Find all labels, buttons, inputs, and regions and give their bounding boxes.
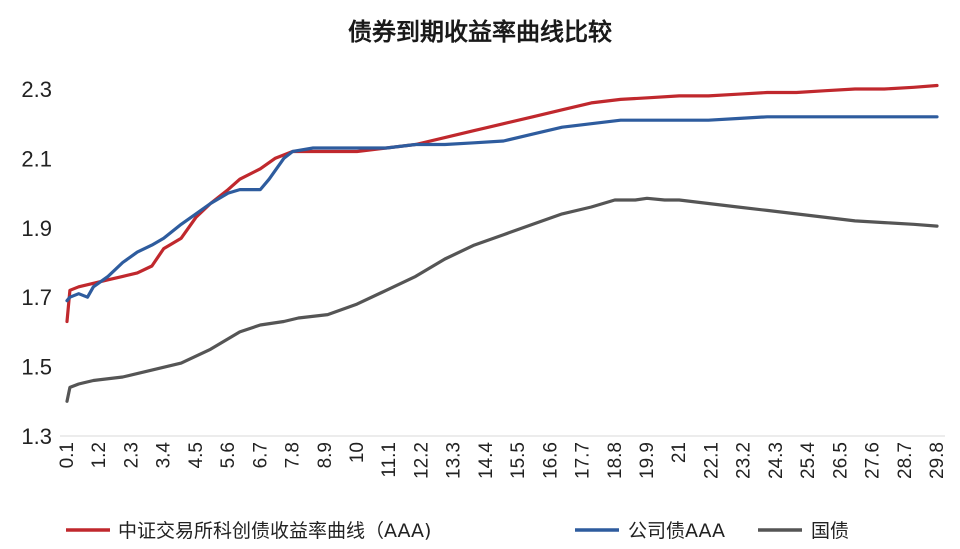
x-tick-label: 19.9 — [637, 442, 658, 479]
y-tick-label: 2.3 — [21, 77, 52, 102]
legend-label-2: 国债 — [811, 520, 849, 542]
y-axis: 1.3 1.5 1.7 1.9 2.1 2.3 — [21, 77, 52, 449]
x-tick-label: 16.6 — [540, 442, 561, 479]
x-tick-label: 13.3 — [444, 442, 465, 479]
x-tick-label: 3.4 — [154, 442, 175, 469]
x-tick-label: 18.8 — [605, 442, 626, 479]
series-line-0 — [65, 83, 939, 324]
series-line-2 — [65, 196, 939, 403]
y-tick-label: 1.9 — [21, 216, 52, 241]
series-layer — [65, 83, 939, 403]
x-tick-label: 11.1 — [379, 442, 400, 478]
x-tick-label: 7.8 — [283, 442, 304, 468]
x-tick-label: 26.5 — [830, 442, 851, 479]
x-tick-label: 25.4 — [798, 442, 819, 479]
x-tick-label: 1.2 — [89, 442, 110, 468]
x-tick-label: 14.4 — [476, 442, 497, 479]
x-tick-label: 10 — [347, 442, 368, 463]
x-tick-label: 21 — [669, 442, 690, 463]
x-tick-label: 8.9 — [315, 442, 336, 468]
x-tick-label: 22.1 — [701, 442, 722, 479]
legend-label-0: 中证交易所科创债收益率曲线（AAA) — [118, 520, 431, 542]
x-tick-label: 5.6 — [218, 442, 239, 468]
x-tick-label: 4.5 — [186, 442, 207, 468]
x-tick-label: 6.7 — [250, 442, 271, 468]
x-tick-label: 27.6 — [863, 442, 884, 479]
x-tick-label: 17.7 — [573, 442, 594, 479]
chart-title: 债券到期收益率曲线比较 — [348, 18, 612, 46]
x-tick-label: 2.3 — [121, 442, 142, 468]
y-tick-label: 2.1 — [21, 146, 52, 171]
y-tick-label: 1.3 — [21, 424, 52, 449]
x-tick-label: 0.1 — [57, 442, 78, 468]
x-tick-label: 23.2 — [734, 442, 755, 479]
series-line-1 — [65, 115, 939, 303]
x-tick-label: 29.8 — [927, 442, 948, 479]
legend-label-1: 公司债AAA — [628, 520, 725, 542]
x-tick-label: 24.3 — [766, 442, 787, 479]
y-tick-label: 1.5 — [21, 355, 52, 380]
x-tick-label: 28.7 — [895, 442, 916, 479]
x-axis: 0.1 1.2 2.3 3.4 4.5 5.6 6.7 7.8 8.9 10 11.1 12.2 13.… — [57, 442, 948, 479]
y-tick-label: 1.7 — [21, 285, 52, 310]
legend: 中证交易所科创债收益率曲线（AAA) 公司债AAA 国债 — [66, 520, 849, 542]
x-tick-label: 12.2 — [411, 442, 432, 479]
x-tick-label: 15.5 — [508, 442, 529, 479]
